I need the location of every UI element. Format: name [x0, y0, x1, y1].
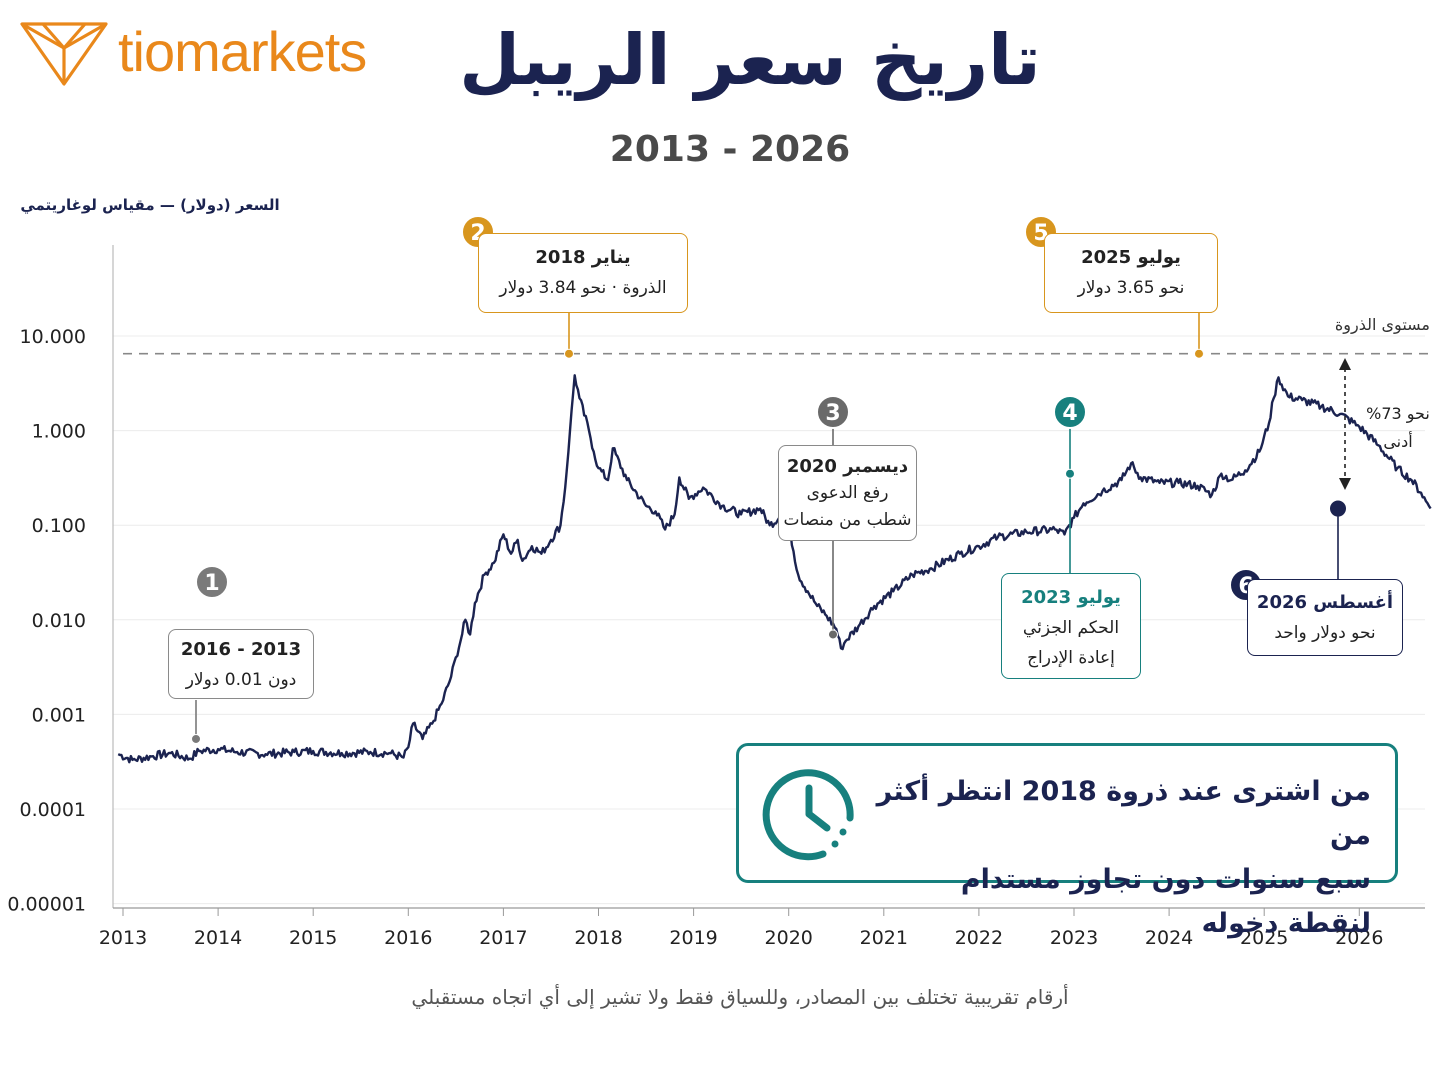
x-tick-label: 2018	[574, 927, 622, 949]
callout-3: ديسمبر 2020 رفع الدعوى شطب من منصات	[778, 445, 917, 541]
brand-wordmark: tiomarkets	[118, 20, 367, 83]
x-tick-label: 2022	[955, 927, 1003, 949]
callout-4: يوليو 2023 الحكم الجزئي إعادة الإدراج	[1001, 573, 1141, 679]
x-tick-label: 2013	[99, 927, 147, 949]
footnote: أرقام تقريبية تختلف بين المصادر، وللسياق…	[411, 985, 1069, 1009]
x-tick-label: 2023	[1050, 927, 1098, 949]
takeaway-text: من اشترى عند ذروة 2018 انتظر أكثر من سبع…	[876, 776, 1371, 939]
clock-icon	[762, 769, 854, 861]
event-dot-1	[191, 733, 201, 744]
y-axis-title: السعر (دولار) — مقياس لوغاريتمي	[20, 196, 280, 214]
price-chart: 0.000010.00010.0010.0100.1001.00010.000 …	[7, 215, 1432, 949]
x-tick-label: 2014	[194, 927, 242, 949]
brand-logo: tiomarkets	[18, 14, 367, 94]
y-tick-label: 0.010	[32, 610, 86, 632]
y-tick-label: 0.00001	[7, 894, 86, 916]
x-tick-label: 2016	[384, 927, 432, 949]
x-tick-label: 2024	[1145, 927, 1193, 949]
callout-5: يوليو 2025 نحو 3.65 دولار	[1044, 233, 1218, 313]
y-tick-label: 10.000	[20, 326, 86, 348]
x-tick-labels: 2013 2014 2015 2016 2017 2018 2019 2020 2021 2022…	[99, 908, 1383, 949]
callout-2: يناير 2018 الذروة · نحو 3.84 دولار	[478, 233, 688, 313]
event-dot-5	[1194, 348, 1204, 359]
callout-1: 2013 - 2016 دون 0.01 دولار	[168, 629, 314, 699]
x-tick-label: 2020	[765, 927, 813, 949]
y-tick-label: 0.001	[32, 704, 86, 726]
event-dot-6	[1330, 500, 1346, 517]
event-badge-1	[195, 565, 229, 599]
event-dot-2	[564, 348, 574, 359]
event-badge-4	[1053, 395, 1087, 429]
x-tick-label: 2025	[1240, 927, 1288, 949]
callout-leaders	[195, 313, 1339, 739]
event-dot-3	[828, 629, 838, 640]
price-series-line	[117, 374, 1432, 764]
y-tick-labels: 0.00001 0.0001 0.001 0.010 0.100 1.000 10.000	[7, 326, 86, 916]
y-tick-label: 1.000	[32, 421, 86, 443]
x-tick-label: 2015	[289, 927, 337, 949]
x-tick-label: 2017	[479, 927, 527, 949]
x-tick-label: 2021	[860, 927, 908, 949]
drawdown-label: نحو 73% أدنى	[1366, 404, 1430, 451]
takeaway-box: من اشترى عند ذروة 2018 انتظر أكثر من سبع…	[736, 743, 1398, 939]
x-tick-label: 2026	[1335, 927, 1383, 949]
event-badge-3	[816, 395, 850, 429]
event-badge-number-4: 4	[1062, 401, 1077, 426]
callout-6: أغسطس 2026 نحو دولار واحد	[1247, 579, 1403, 656]
event-badge-number-1: 1	[204, 571, 219, 596]
tio-logo-icon	[20, 22, 108, 86]
event-badge-number-3: 3	[825, 401, 840, 426]
drawdown-arrow	[1339, 358, 1351, 490]
event-dot-4	[1065, 468, 1075, 479]
page-title: تاريخ سعر الريبل	[459, 19, 1041, 101]
page-subtitle: 2013 - 2026	[609, 129, 851, 170]
y-tick-label: 0.100	[32, 515, 86, 537]
x-tick-label: 2019	[669, 927, 717, 949]
y-tick-label: 0.0001	[20, 799, 86, 821]
peak-level-label: مستوى الذروة	[1334, 315, 1430, 334]
